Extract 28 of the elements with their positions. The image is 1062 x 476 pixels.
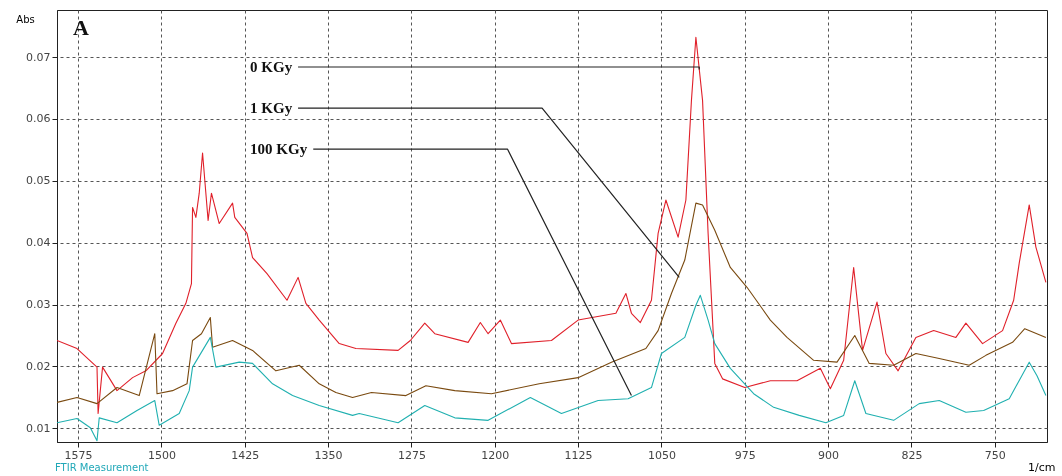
x-tick-label: 900 (818, 448, 840, 462)
x-tick-label: 1050 (647, 448, 676, 462)
y-tick-label: 0.03 (26, 298, 51, 312)
x-tick-label: 1575 (64, 448, 93, 462)
x-tick-label: 1275 (397, 448, 426, 462)
x-axis-title: 1/cm (1028, 460, 1056, 474)
line-series (57, 36, 1047, 415)
y-tick-label: 0.06 (26, 112, 51, 126)
y-tick-label: 0.05 (26, 174, 51, 188)
x-tick-label: 1125 (564, 448, 593, 462)
text: FTIR Measurement (55, 462, 149, 473)
x-tick-label: 750 (984, 448, 1006, 462)
y-tick-label: 0.04 (26, 236, 51, 250)
x-tick-label: 975 (734, 448, 756, 462)
y-tick-label: 0.02 (26, 359, 51, 373)
y-tick-label: 0.01 (26, 421, 51, 435)
x-tick-label: 1350 (314, 448, 343, 462)
line-series (57, 202, 1047, 405)
annotation: 0 KGy (250, 59, 293, 76)
x-tick-label: 1425 (231, 448, 260, 462)
y-axis-title: Abs (16, 13, 35, 25)
annotation: A (73, 15, 89, 40)
x-tick-label: 1200 (481, 448, 510, 462)
x-tick-label: 1500 (147, 448, 176, 462)
x-tick-label: 825 (901, 448, 923, 462)
annotation: 1 KGy (250, 100, 293, 117)
annotation: 100 KGy (250, 141, 308, 158)
y-tick-label: 0.07 (26, 50, 51, 64)
